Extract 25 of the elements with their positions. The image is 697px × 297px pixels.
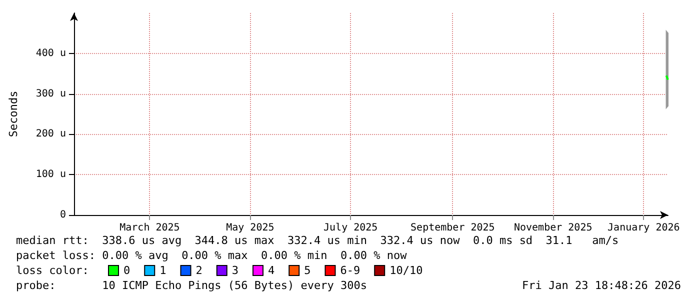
legend-label: 2 [196, 264, 202, 277]
y-tick-label: 300 u [36, 88, 66, 100]
x-tick-label: March 2025 [120, 222, 180, 234]
legend-label: 5 [304, 264, 311, 277]
x-tick-label: January 2026 [608, 222, 680, 234]
x-tick-label: July 2025 [324, 222, 378, 234]
y-tick-label: 0 [60, 210, 66, 220]
y-tick-label: 200 u [36, 128, 66, 140]
text: probe: 10 ICMP Echo Pings (56 Bytes) every 300s [16, 279, 367, 292]
legend-label: 4 [268, 264, 275, 277]
x-tick-label: May 2025 [226, 222, 274, 234]
y-tick-label: 100 u [36, 169, 66, 180]
legend-label: 0 [124, 264, 130, 277]
text: Fri Jan 23 18:48:26 2026 [522, 279, 682, 292]
text: median rtt: 338.6 us avg 344.8 us max 332.4 us min 332.4 us now 0.0 ms sd 31.1 am/s [16, 234, 619, 247]
legend-label: 6-9 [340, 264, 360, 277]
x-tick-label: September 2025 [410, 222, 495, 234]
x-tick-label: November 2025 [514, 222, 592, 234]
legend-label: 3 [232, 264, 238, 277]
y-tick-label: 400 u [36, 48, 66, 59]
y-axis-title: Seconds [7, 90, 20, 138]
legend-title: loss color: [16, 264, 89, 277]
legend-label: 10/10 [390, 264, 423, 277]
legend-label: 1 [160, 264, 166, 277]
text: packet loss: 0.00 % avg 0.00 % max 0.00 % min 0.00 % now [16, 249, 408, 262]
